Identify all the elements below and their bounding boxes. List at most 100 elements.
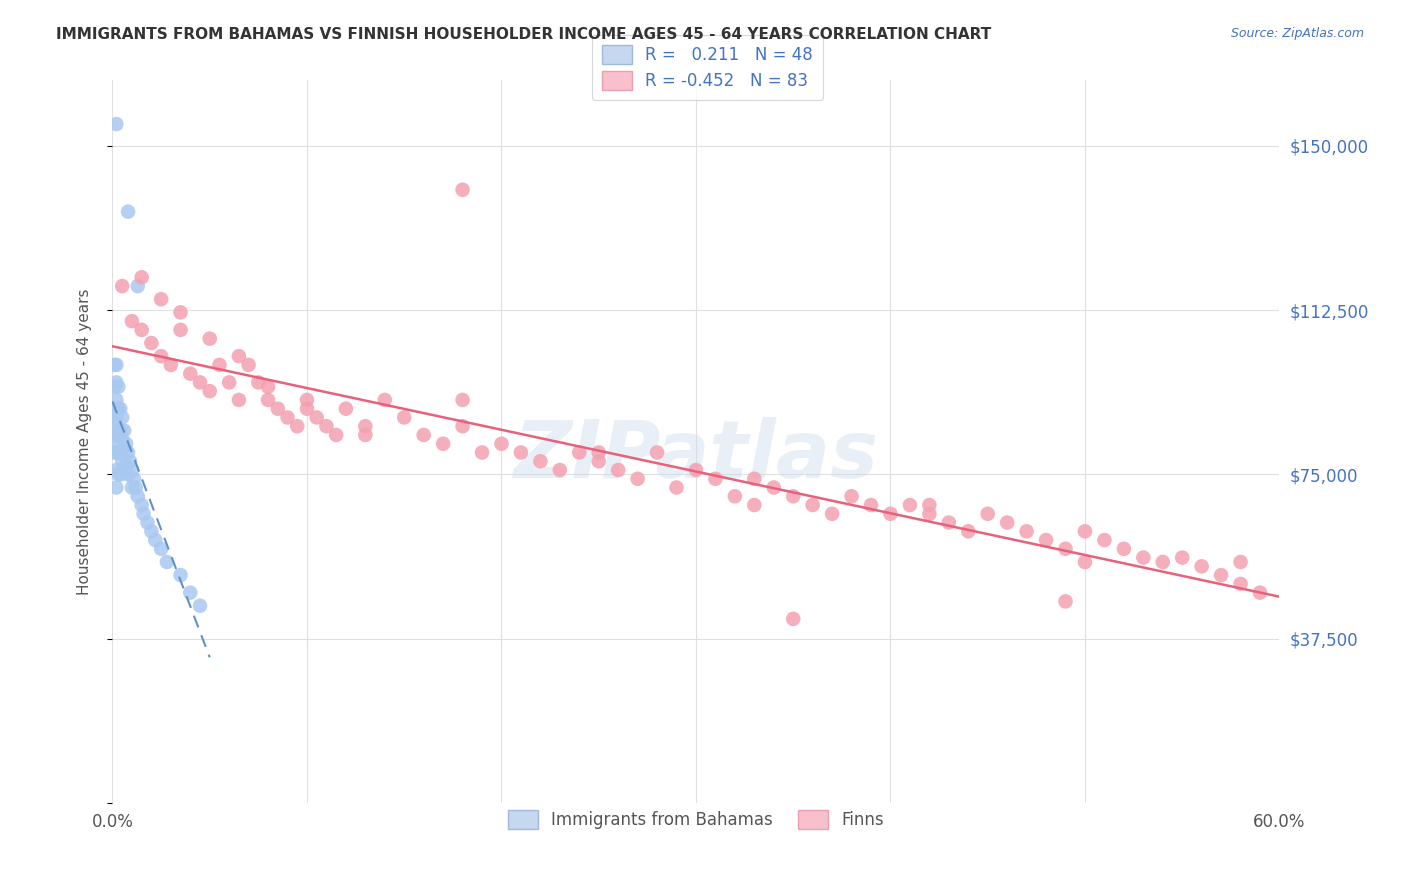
Point — [568, 445, 591, 459]
Text: IMMIGRANTS FROM BAHAMAS VS FINNISH HOUSEHOLDER INCOME AGES 45 - 64 YEARS CORRELA: IMMIGRANTS FROM BAHAMAS VS FINNISH HOUSE… — [56, 27, 991, 42]
Point — [685, 463, 707, 477]
Point — [105, 428, 128, 442]
Point — [529, 454, 551, 468]
Point — [156, 555, 179, 569]
Point — [335, 401, 357, 416]
Point — [150, 349, 173, 363]
Point — [354, 419, 377, 434]
Point — [218, 376, 240, 390]
Point — [627, 472, 650, 486]
Point — [127, 279, 149, 293]
Point — [121, 481, 143, 495]
Point — [103, 401, 125, 416]
Point — [150, 541, 173, 556]
Point — [305, 410, 328, 425]
Point — [1152, 555, 1174, 569]
Point — [1229, 555, 1251, 569]
Point — [117, 445, 139, 459]
Point — [112, 424, 135, 438]
Point — [228, 349, 250, 363]
Point — [208, 358, 231, 372]
Point — [136, 516, 159, 530]
Point — [169, 305, 191, 319]
Point — [394, 410, 416, 425]
Point — [141, 524, 163, 539]
Point — [105, 481, 128, 495]
Point — [105, 358, 128, 372]
Point — [801, 498, 824, 512]
Point — [1035, 533, 1057, 547]
Point — [105, 410, 128, 425]
Point — [228, 392, 250, 407]
Point — [918, 498, 941, 512]
Point — [107, 380, 129, 394]
Point — [1054, 541, 1077, 556]
Point — [121, 314, 143, 328]
Point — [1054, 594, 1077, 608]
Point — [1074, 524, 1097, 539]
Point — [110, 424, 132, 438]
Point — [374, 392, 396, 407]
Point — [198, 332, 221, 346]
Point — [918, 507, 941, 521]
Point — [179, 585, 201, 599]
Point — [110, 467, 132, 482]
Point — [1171, 550, 1194, 565]
Point — [107, 424, 129, 438]
Point — [121, 463, 143, 477]
Point — [131, 498, 153, 512]
Point — [1249, 585, 1271, 599]
Point — [257, 380, 280, 394]
Point — [451, 183, 474, 197]
Point — [354, 428, 377, 442]
Point — [179, 367, 201, 381]
Point — [188, 376, 211, 390]
Point — [665, 481, 688, 495]
Point — [117, 204, 139, 219]
Point — [588, 445, 610, 459]
Point — [841, 489, 863, 503]
Y-axis label: Householder Income Ages 45 - 64 years: Householder Income Ages 45 - 64 years — [77, 288, 91, 595]
Point — [115, 436, 138, 450]
Point — [143, 533, 166, 547]
Point — [111, 454, 134, 468]
Point — [198, 384, 221, 399]
Point — [150, 292, 173, 306]
Point — [117, 467, 139, 482]
Point — [107, 401, 129, 416]
Point — [491, 436, 513, 450]
Point — [160, 358, 183, 372]
Point — [762, 481, 785, 495]
Point — [141, 336, 163, 351]
Point — [127, 489, 149, 503]
Point — [1132, 550, 1154, 565]
Point — [957, 524, 980, 539]
Text: Source: ZipAtlas.com: Source: ZipAtlas.com — [1230, 27, 1364, 40]
Point — [267, 401, 290, 416]
Point — [107, 445, 129, 459]
Point — [860, 498, 883, 512]
Point — [1112, 541, 1135, 556]
Point — [103, 358, 125, 372]
Point — [782, 489, 804, 503]
Point — [169, 323, 191, 337]
Point — [105, 392, 128, 407]
Point — [744, 498, 766, 512]
Point — [111, 410, 134, 425]
Point — [724, 489, 747, 503]
Point — [451, 392, 474, 407]
Legend: Immigrants from Bahamas, Finns: Immigrants from Bahamas, Finns — [499, 802, 893, 838]
Point — [821, 507, 844, 521]
Point — [704, 472, 727, 486]
Point — [107, 467, 129, 482]
Point — [782, 612, 804, 626]
Point — [1094, 533, 1116, 547]
Point — [295, 392, 318, 407]
Point — [898, 498, 921, 512]
Point — [295, 401, 318, 416]
Point — [115, 458, 138, 473]
Point — [645, 445, 668, 459]
Point — [103, 433, 125, 447]
Point — [112, 445, 135, 459]
Point — [451, 419, 474, 434]
